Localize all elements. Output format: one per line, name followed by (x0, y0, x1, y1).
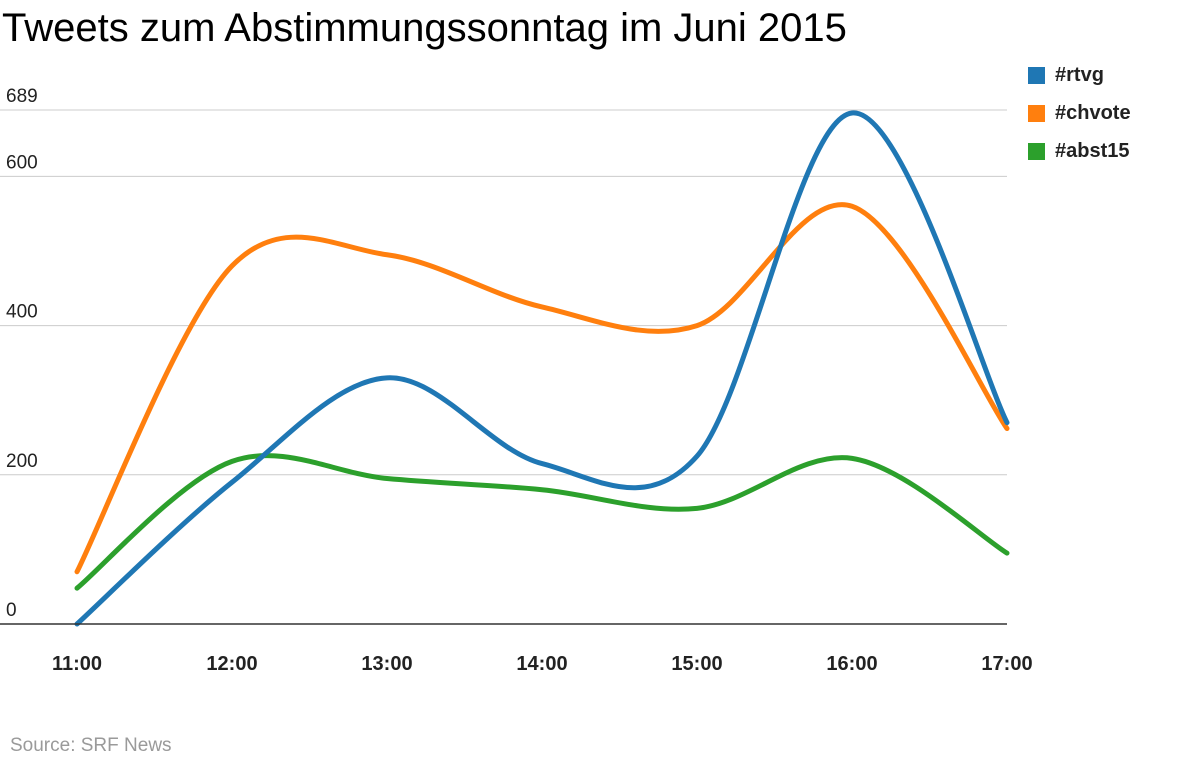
legend-item-rtvg: #rtvg (1028, 56, 1131, 94)
y-tick-label: 0 (6, 600, 17, 621)
source-note: Source: SRF News (10, 735, 172, 756)
x-tick-label: 14:00 (516, 653, 567, 675)
gridlines (0, 109, 1007, 476)
y-tick-label: 689 (6, 86, 38, 107)
x-tick-label: 12:00 (206, 653, 257, 675)
legend-label: #abst15 (1055, 139, 1130, 162)
x-tick-label: 11:00 (52, 653, 102, 675)
series-lines (74, 110, 1010, 627)
y-tick-label: 200 (6, 451, 38, 472)
legend-swatch (1028, 66, 1045, 84)
x-tick-label: 17:00 (981, 653, 1032, 675)
legend-item-chvote: #chvote (1028, 94, 1131, 132)
series-line-chvote (74, 202, 1010, 575)
y-tick-label: 600 (6, 152, 38, 173)
chart-title: Tweets zum Abstimmungssonntag im Juni 20… (2, 6, 847, 50)
series-line-rtvg (74, 110, 1010, 627)
legend-item-abst15: #abst15 (1028, 132, 1131, 170)
legend-swatch (1028, 104, 1045, 122)
x-tick-label: 16:00 (826, 653, 877, 675)
x-tick-label: 15:00 (671, 653, 722, 675)
legend-swatch (1028, 142, 1045, 160)
x-tick-label: 13:00 (361, 653, 412, 675)
x-tick-labels: 11:00 12:00 13:00 14:00 15:00 16:00 17:00 (52, 653, 1033, 675)
series-line-abst15 (74, 453, 1010, 591)
legend: #rtvg #chvote #abst15 (1028, 56, 1131, 170)
legend-label: #chvote (1055, 101, 1131, 124)
y-tick-labels: 0 200 400 600 689 (6, 86, 38, 621)
y-tick-label: 400 (6, 302, 38, 323)
legend-label: #rtvg (1055, 63, 1104, 86)
